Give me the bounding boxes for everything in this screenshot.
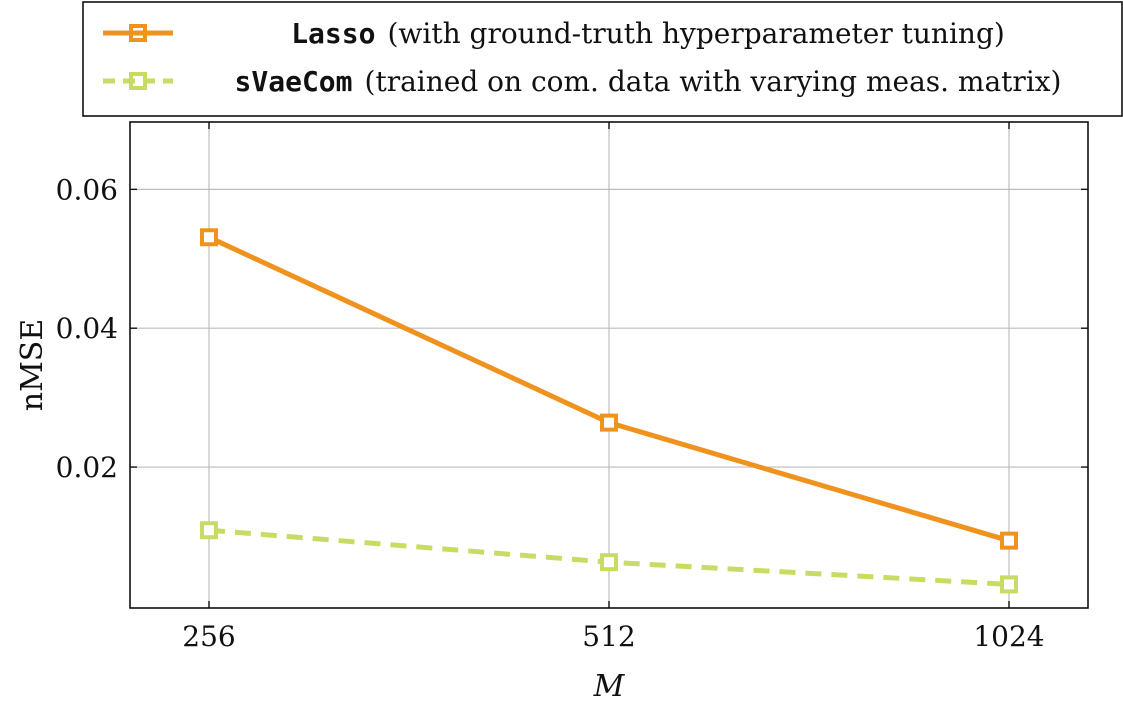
x-tick-label: 256 xyxy=(182,620,235,653)
y-tick-label: 0.04 xyxy=(56,312,118,345)
x-tick-label: 512 xyxy=(582,620,635,653)
data-point-lasso xyxy=(600,413,618,432)
x-tick-label: 1024 xyxy=(973,620,1044,653)
legend-marker-lasso xyxy=(129,24,147,42)
data-point-svaecom xyxy=(200,521,218,540)
legend-entry-lasso: Lasso (with ground-truth hyperparameter t… xyxy=(103,17,1005,50)
legend-desc-svaecom: (trained on com. data with varying meas.… xyxy=(365,65,1062,98)
data-point-svaecom xyxy=(600,553,618,572)
y-axis-title: nMSE xyxy=(15,319,50,412)
data-point-lasso xyxy=(200,228,218,247)
legend-entry-svaecom: sVaeCom (trained on com. data with varyin… xyxy=(103,65,1061,98)
legend-box xyxy=(82,1,1123,117)
data-point-svaecom xyxy=(1000,575,1018,594)
series-layer xyxy=(200,228,1018,594)
legend-label-svaecom: sVaeCom (trained on com. data with varyin… xyxy=(235,65,1062,98)
y-tick-label: 0.02 xyxy=(56,451,118,484)
grid xyxy=(130,122,1088,608)
ticks: 256 512 1024 0.02 0.04 0.06 xyxy=(56,122,1088,653)
y-tick-label: 0.06 xyxy=(56,173,118,206)
legend-name-lasso: Lasso xyxy=(291,17,375,50)
data-point-lasso xyxy=(1000,531,1018,550)
legend-label-lasso: Lasso (with ground-truth hyperparameter t… xyxy=(291,17,1005,50)
plot-area: 256 512 1024 0.02 0.04 0.06 xyxy=(56,121,1089,653)
legend-marker-svaecom xyxy=(129,72,147,90)
legend-desc-lasso: (with ground-truth hyperparameter tuning… xyxy=(387,17,1004,50)
x-axis-title: M xyxy=(593,669,626,704)
legend-name-svaecom: sVaeCom xyxy=(235,65,353,98)
legend: Lasso (with ground-truth hyperparameter t… xyxy=(82,1,1123,117)
